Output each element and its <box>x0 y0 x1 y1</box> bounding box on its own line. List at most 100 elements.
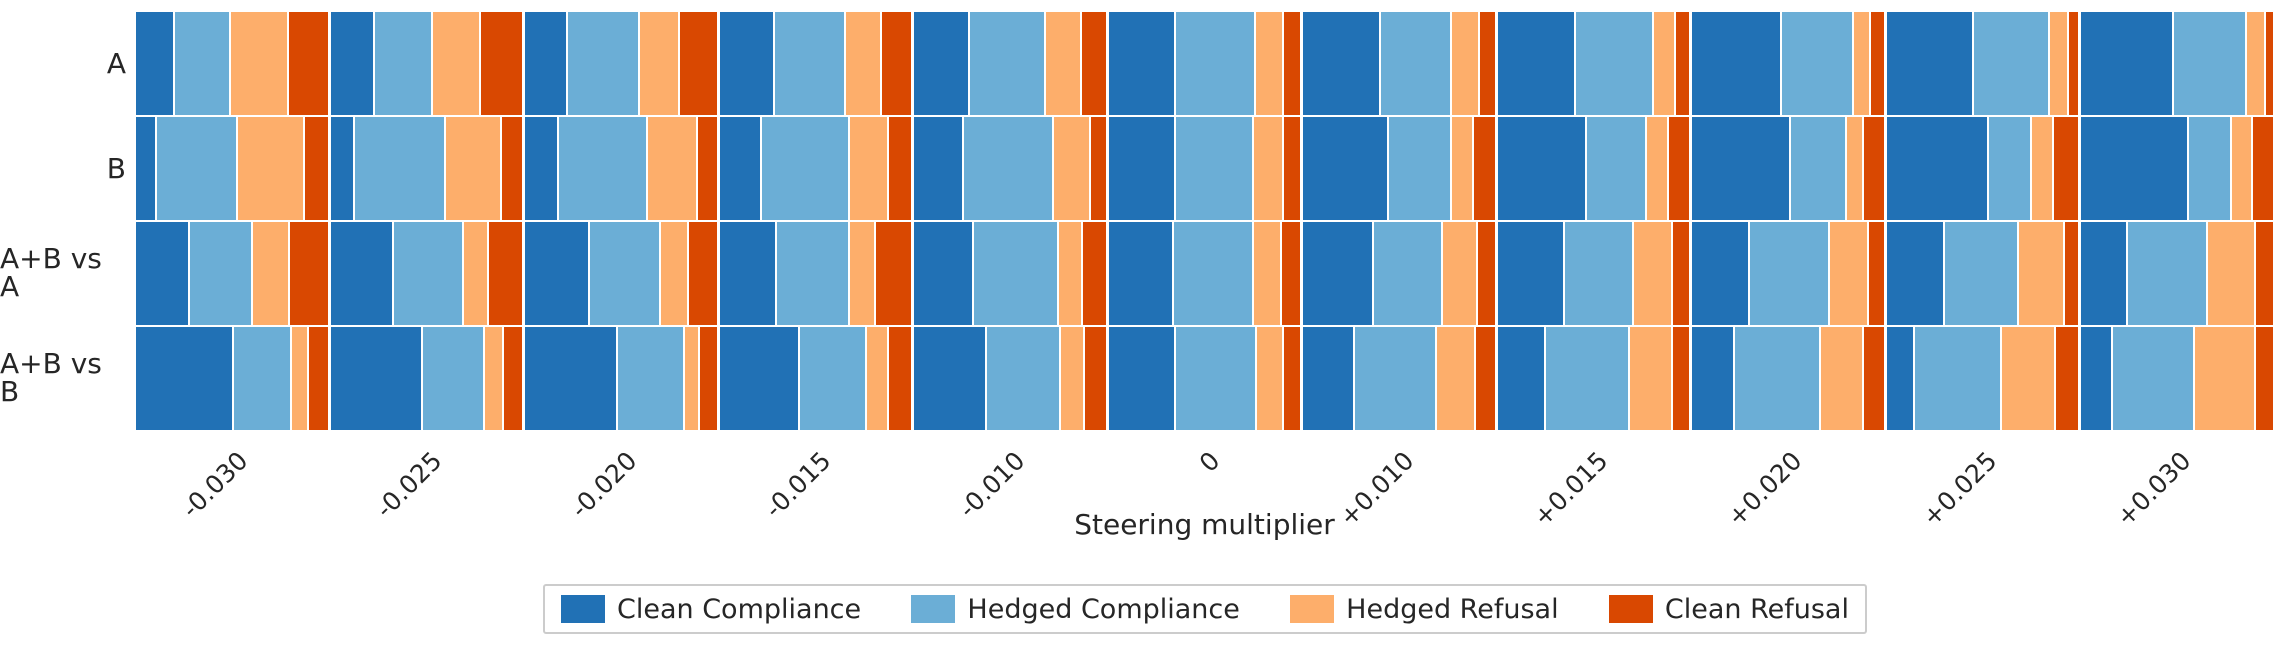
segment-hedged-compliance <box>1388 117 1450 220</box>
segment-hedged-compliance <box>189 222 252 325</box>
mosaic-cell <box>1303 327 1495 430</box>
segment-clean-refusal <box>1081 12 1106 115</box>
row-label: A+B vs B <box>0 346 102 408</box>
segment-hedged-refusal <box>238 117 304 220</box>
segment-clean-refusal <box>881 12 912 115</box>
segment-hedged-refusal <box>1633 222 1671 325</box>
segment-clean-compliance <box>136 117 155 220</box>
row-label: A+B vs A <box>0 242 102 304</box>
mosaic-cell <box>136 222 328 325</box>
mosaic-cell <box>1886 12 2079 115</box>
segment-hedged-compliance <box>986 327 1060 430</box>
mosaic-cell <box>914 327 1106 430</box>
segment-hedged-refusal <box>1253 117 1282 220</box>
segment-clean-refusal <box>2256 327 2273 430</box>
segment-hedged-refusal <box>464 222 487 325</box>
legend-label: Clean Compliance <box>617 593 862 625</box>
segment-hedged-refusal <box>1442 222 1477 325</box>
segment-hedged-compliance <box>175 12 229 115</box>
mosaic-cell <box>525 327 717 430</box>
segment-hedged-refusal <box>1255 12 1282 115</box>
mosaic-cell <box>330 222 523 325</box>
segment-hedged-compliance <box>1355 327 1436 430</box>
segment-clean-compliance <box>1497 327 1545 430</box>
segment-hedged-refusal <box>866 327 887 430</box>
legend-item-clean-compliance: Clean Compliance <box>561 594 861 625</box>
segment-clean-compliance <box>1886 327 1913 430</box>
legend-label: Hedged Refusal <box>1346 593 1559 625</box>
segment-hedged-compliance <box>969 12 1045 115</box>
segment-clean-compliance <box>525 12 566 115</box>
segment-hedged-refusal <box>292 327 307 430</box>
segment-hedged-compliance <box>973 222 1058 325</box>
mosaic-cell <box>719 327 912 430</box>
segment-clean-compliance <box>136 12 174 115</box>
segment-hedged-compliance <box>1175 327 1256 430</box>
legend-item-hedged-compliance: Hedged Compliance <box>911 593 1240 625</box>
segment-clean-refusal <box>1090 117 1106 220</box>
mosaic-cell <box>1886 327 2079 430</box>
segment-hedged-refusal <box>1437 327 1475 430</box>
mosaic-cell <box>136 12 328 115</box>
mosaic-cell <box>2081 117 2273 220</box>
segment-clean-refusal <box>1863 117 1884 220</box>
segment-clean-compliance <box>525 117 557 220</box>
segment-clean-refusal <box>501 117 523 220</box>
segment-clean-refusal <box>1672 327 1690 430</box>
segment-hedged-compliance <box>567 12 639 115</box>
segment-hedged-refusal <box>2018 222 2064 325</box>
segment-clean-compliance <box>330 12 374 115</box>
mosaic-cell <box>1108 327 1301 430</box>
segment-clean-compliance <box>1886 12 1973 115</box>
segment-clean-refusal <box>2054 117 2079 220</box>
segment-clean-compliance <box>1497 12 1574 115</box>
segment-hedged-refusal <box>445 117 500 220</box>
segment-clean-refusal <box>1870 12 1884 115</box>
mosaic-cell <box>525 117 717 220</box>
legend-label: Clean Refusal <box>1664 593 1849 625</box>
segment-hedged-compliance <box>558 117 646 220</box>
segment-clean-compliance <box>2081 222 2126 325</box>
segment-clean-refusal <box>688 222 717 325</box>
segment-hedged-refusal <box>484 327 502 430</box>
segment-hedged-refusal <box>849 117 887 220</box>
mosaic-cell <box>719 12 912 115</box>
segment-hedged-compliance <box>375 12 431 115</box>
segment-hedged-refusal <box>1653 12 1675 115</box>
segment-clean-compliance <box>525 327 616 430</box>
segment-clean-refusal <box>1676 12 1690 115</box>
legend-swatch-hedged-compliance <box>911 595 956 623</box>
segment-hedged-refusal <box>1846 117 1862 220</box>
x-axis-title: Steering multiplier <box>1074 508 1335 541</box>
segment-hedged-refusal <box>1046 12 1080 115</box>
segment-hedged-compliance <box>2174 12 2245 115</box>
segment-hedged-refusal <box>1059 222 1082 325</box>
segment-clean-compliance <box>1692 12 1780 115</box>
mosaic-cell <box>1886 222 2079 325</box>
segment-hedged-compliance <box>1173 222 1252 325</box>
legend-label: Hedged Compliance <box>967 593 1240 625</box>
segment-clean-compliance <box>1108 12 1174 115</box>
segment-hedged-compliance <box>1914 327 2001 430</box>
mosaic-cell <box>914 117 1106 220</box>
mosaic-cell <box>914 222 1106 325</box>
mosaic-cell <box>2081 12 2273 115</box>
segment-hedged-refusal <box>230 12 287 115</box>
segment-clean-refusal <box>503 327 523 430</box>
segment-hedged-compliance <box>590 222 659 325</box>
segment-hedged-refusal <box>2207 222 2255 325</box>
segment-clean-refusal <box>679 12 717 115</box>
segment-clean-compliance <box>1303 12 1380 115</box>
segment-clean-compliance <box>719 117 761 220</box>
legend-item-hedged-refusal: Hedged Refusal <box>1290 593 1559 625</box>
segment-hedged-compliance <box>354 117 444 220</box>
mosaic-cell <box>1303 12 1495 115</box>
segment-clean-compliance <box>330 117 353 220</box>
row-label: B <box>106 151 126 185</box>
mosaic-cell <box>1108 12 1301 115</box>
segment-clean-compliance <box>914 12 968 115</box>
segment-hedged-compliance <box>799 327 865 430</box>
segment-hedged-compliance <box>1781 12 1853 115</box>
segment-clean-compliance <box>2081 117 2188 220</box>
